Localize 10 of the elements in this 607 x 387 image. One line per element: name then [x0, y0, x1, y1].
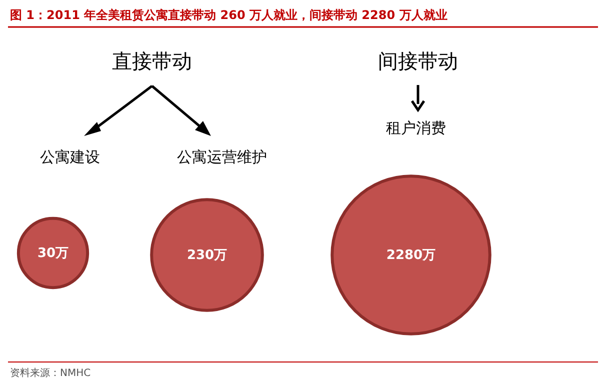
data-label: 230万 — [186, 248, 228, 263]
text: 图 1：2011 年全美租赁公寓直接带动 260 万人就业，间接带动 2280 万人就业 — [10, 8, 448, 22]
data-label: 2280万 — [386, 248, 436, 263]
text: 直接带动 — [112, 49, 192, 73]
data-label: 30万 — [37, 246, 69, 261]
text: 资料来源：NMHC — [10, 367, 91, 379]
text: 间接带动 — [378, 49, 458, 73]
category-label: 租户消费 — [386, 119, 446, 137]
category-label: 公寓建设 — [40, 148, 100, 166]
category-label: 公寓运营维护 — [177, 148, 267, 166]
